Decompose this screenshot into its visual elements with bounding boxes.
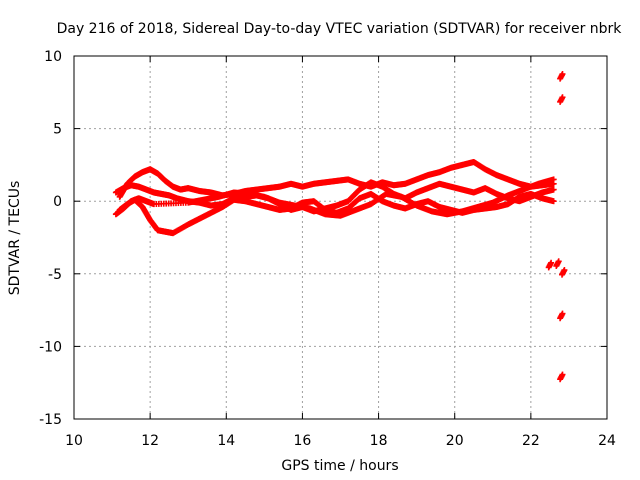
- x-tick-label: 24: [598, 433, 616, 449]
- data-point: [559, 371, 566, 378]
- data-point: [550, 176, 557, 183]
- y-tick-label: 5: [53, 122, 62, 138]
- y-axis-label: SDTVAR / TECUs: [7, 181, 23, 296]
- data-point: [548, 259, 555, 266]
- data-point: [550, 186, 557, 193]
- x-tick-label: 20: [446, 433, 464, 449]
- data-point: [559, 310, 566, 317]
- y-tick-label: -15: [39, 412, 62, 428]
- data-points: [112, 71, 568, 383]
- y-tick-label: -10: [39, 339, 62, 355]
- x-tick-label: 14: [217, 433, 235, 449]
- data-point: [561, 267, 568, 274]
- chart-title: Day 216 of 2018, Sidereal Day-to-day VTE…: [57, 21, 623, 37]
- x-axis-ticks: 10 12 14 16 18 20 22 24: [65, 56, 616, 449]
- data-point: [555, 258, 562, 265]
- x-tick-label: 12: [141, 433, 159, 449]
- y-axis-ticks: 10 5 0 -5 -10 -15: [39, 49, 607, 428]
- x-tick-label: 16: [294, 433, 312, 449]
- data-point: [550, 198, 557, 205]
- y-tick-label: 0: [53, 194, 62, 210]
- y-tick-label: -5: [48, 267, 62, 283]
- data-point: [559, 71, 566, 78]
- x-tick-label: 10: [65, 433, 83, 449]
- x-tick-label: 18: [370, 433, 388, 449]
- data-point: [559, 94, 566, 101]
- plot-frame: [73, 55, 608, 420]
- chart-title-group: Day 216 of 2018, Sidereal Day-to-day VTE…: [57, 21, 623, 37]
- x-axis-label: GPS time / hours: [281, 458, 398, 474]
- x-tick-label: 22: [522, 433, 540, 449]
- y-tick-label: 10: [44, 49, 62, 65]
- grid: [74, 56, 607, 419]
